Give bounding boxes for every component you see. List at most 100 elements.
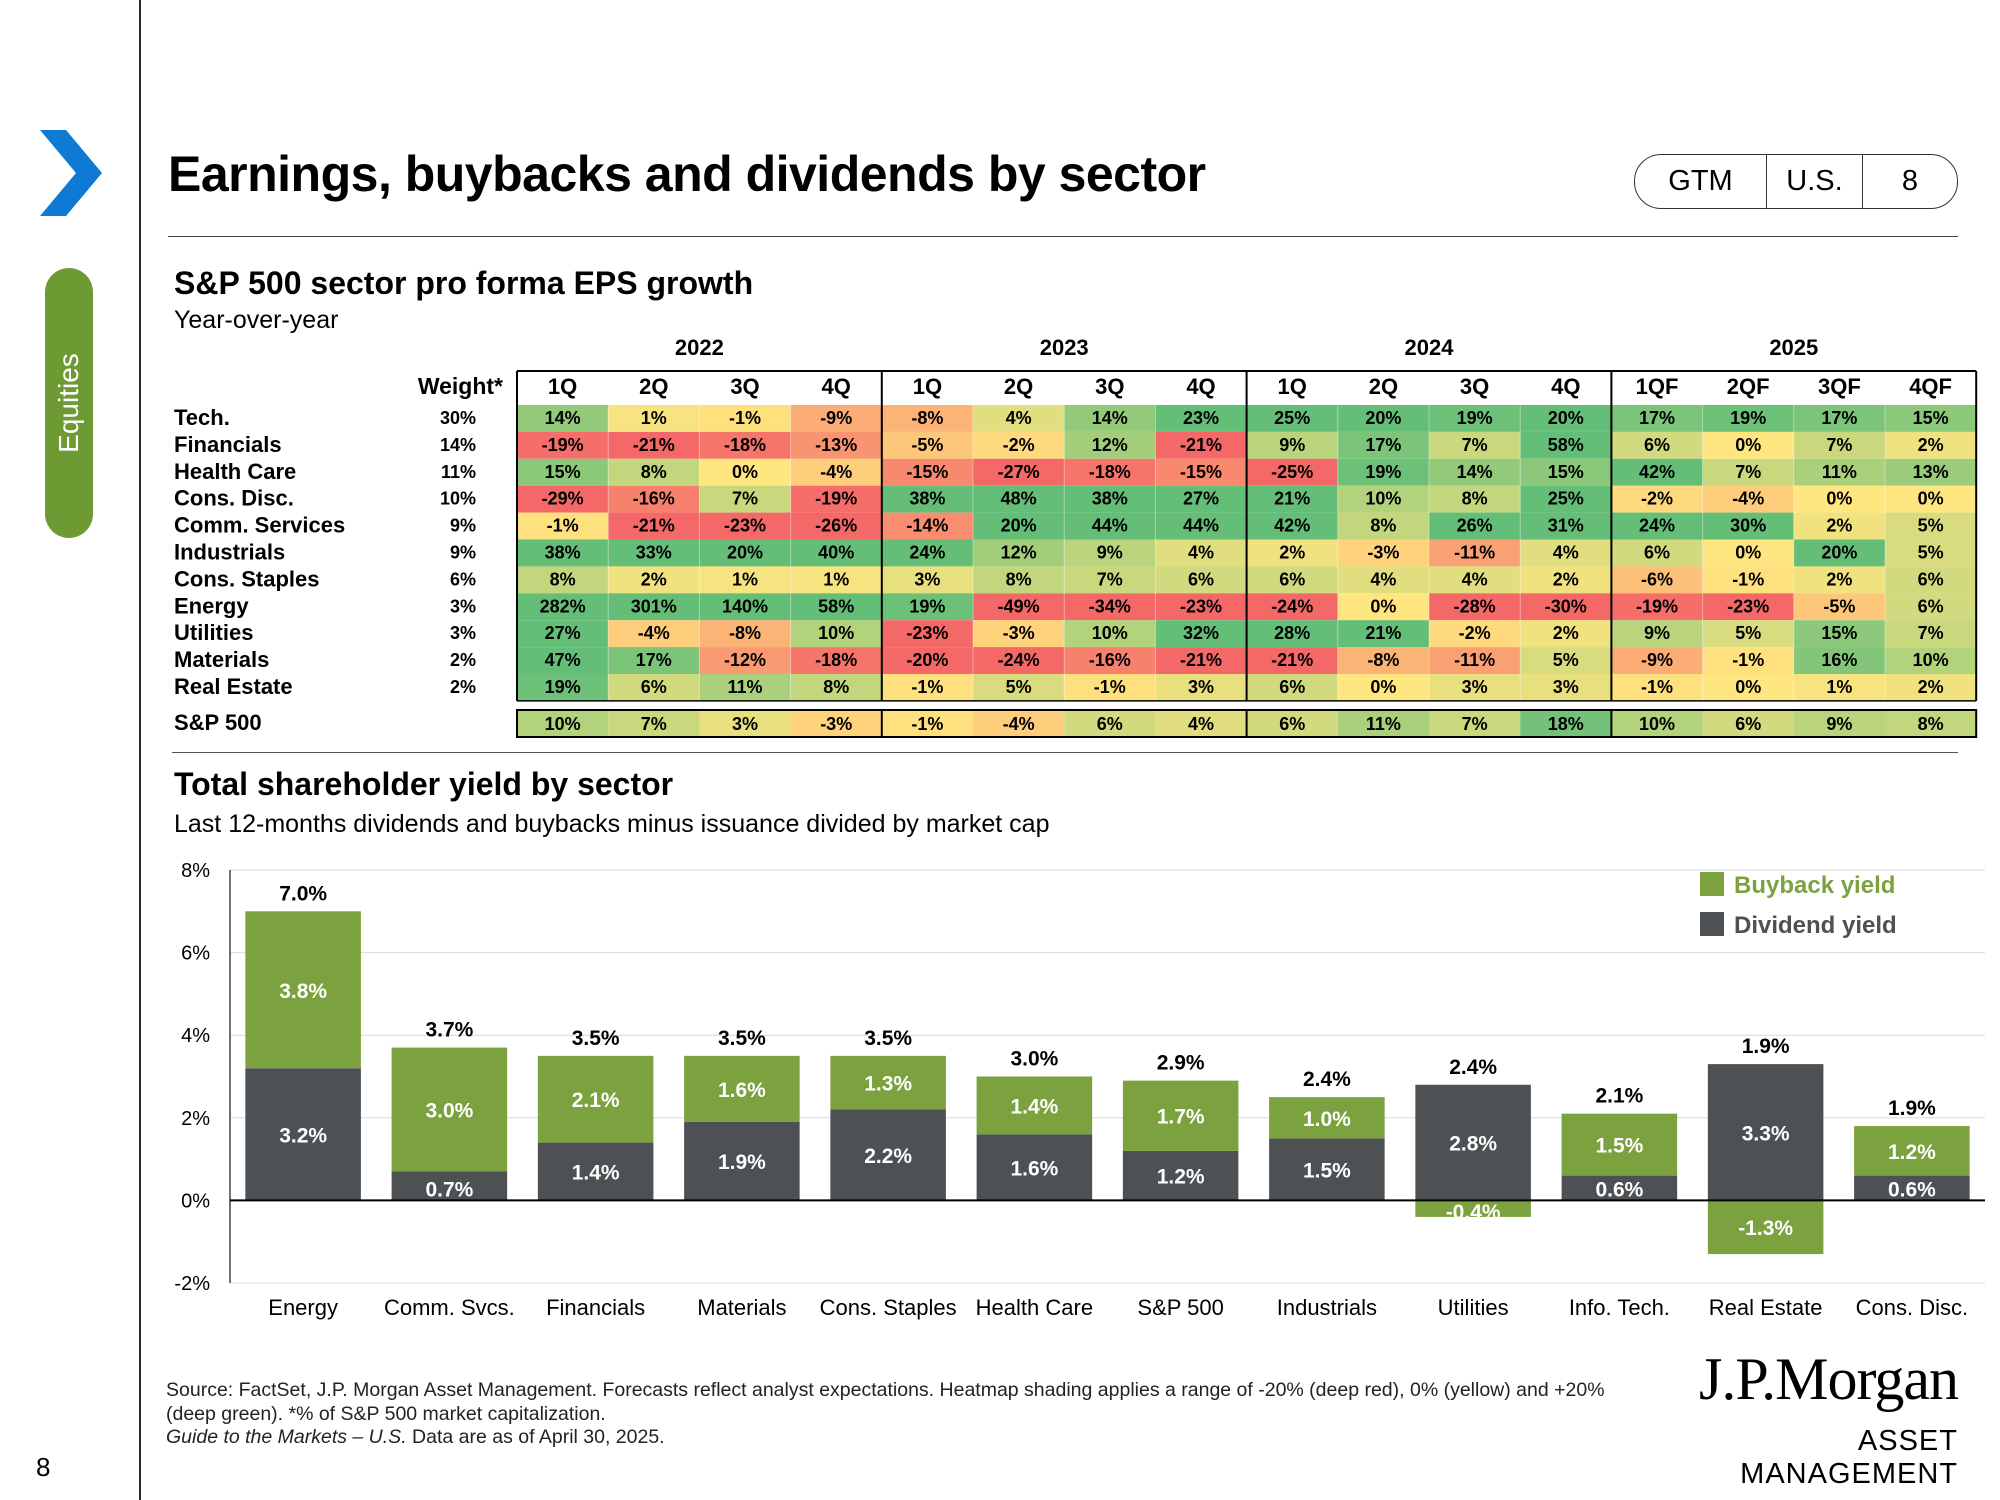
- heatmap-cell-value: 12%: [1092, 435, 1128, 455]
- heatmap-cell-value: 20%: [1548, 408, 1584, 428]
- heatmap-cell-value: 6%: [1644, 543, 1670, 563]
- heatmap-cell: [1246, 512, 1338, 540]
- heatmap-cell: [517, 405, 609, 432]
- heatmap-cell-value: 58%: [818, 596, 854, 616]
- category-label: Info. Tech.: [1569, 1295, 1670, 1320]
- heatmap-cell-value: 15%: [1548, 462, 1584, 482]
- heatmap-cell: [881, 539, 973, 567]
- heatmap-cell: [1064, 405, 1156, 432]
- quarter-header: 1Q: [1278, 374, 1307, 399]
- weight-value: 11%: [441, 462, 476, 482]
- heatmap-cell: [881, 458, 973, 486]
- heatmap-cell-value: -1%: [911, 677, 943, 697]
- year-label: 2025: [1769, 335, 1818, 360]
- heatmap-cell: [608, 431, 700, 459]
- heatmap-cell-value: 0%: [1826, 489, 1852, 509]
- heatmap-cell-value: 4%: [1370, 569, 1396, 589]
- heatmap-cell-value: 0%: [1735, 677, 1761, 697]
- year-label: 2022: [675, 335, 724, 360]
- heatmap-cell-value: 2%: [1826, 516, 1852, 536]
- heatmap-cell-value: -14%: [906, 516, 948, 536]
- category-label: S&P 500: [1137, 1295, 1223, 1320]
- heatmap-cell: [1611, 539, 1703, 567]
- heatmap-cell-value: 10%: [1913, 650, 1949, 670]
- heatmap-cell: [1246, 539, 1338, 567]
- total-value-label: 7.0%: [279, 882, 327, 905]
- heatmap-cell-value: -5%: [911, 435, 943, 455]
- sector-label: Energy: [174, 593, 249, 618]
- quarter-header: 2Q: [639, 374, 668, 399]
- heatmap-cell-value: -25%: [1271, 462, 1313, 482]
- heatmap-cell-value: 11%: [727, 677, 762, 697]
- heatmap-cell: [1793, 512, 1885, 540]
- title-divider: [168, 236, 1958, 237]
- y-tick-label: -2%: [174, 1273, 210, 1295]
- heatmap-cell-value: -23%: [724, 516, 766, 536]
- heatmap-cell-value: 6%: [1644, 435, 1670, 455]
- heatmap-cell-value: -16%: [1089, 650, 1131, 670]
- heatmap-cell: [1793, 674, 1885, 701]
- heatmap-cell: [1155, 593, 1247, 621]
- heatmap-cell: [1064, 431, 1156, 459]
- heatmap-cell-value: -24%: [998, 650, 1040, 670]
- heatmap-cell: [517, 431, 609, 459]
- heatmap-cell-value: -1%: [547, 516, 579, 536]
- heatmap-cell-value: 4%: [1006, 408, 1032, 428]
- total-value-label: 1.9%: [1888, 1097, 1936, 1120]
- heatmap-cell-value: 0%: [1918, 489, 1944, 509]
- heatmap-cell: [881, 405, 973, 432]
- heatmap-cell: [1246, 485, 1338, 513]
- heatmap-cell-value: -26%: [815, 516, 857, 536]
- heatmap-cell-value: -4%: [820, 462, 852, 482]
- heatmap-cell-value: 0%: [1735, 543, 1761, 563]
- guide-note: Guide to the Markets – U.S. Data are as …: [166, 1426, 665, 1449]
- sector-label: Cons. Staples: [174, 566, 319, 591]
- heatmap-cell-value: 6%: [1279, 677, 1305, 697]
- heatmap-cell-value: -21%: [1271, 650, 1313, 670]
- heatmap-cell: [1702, 566, 1794, 594]
- total-value-label: 3.5%: [718, 1027, 766, 1050]
- total-cell-value: -3%: [820, 714, 852, 734]
- heatmap-cell: [1337, 405, 1429, 432]
- heatmap-cell-value: 5%: [1006, 677, 1032, 697]
- heatmap-cell: [973, 458, 1065, 486]
- heatmap-cell: [881, 512, 973, 540]
- heatmap-cell: [1429, 566, 1521, 594]
- weight-value: 9%: [450, 543, 476, 563]
- heatmap-cell-value: 21%: [1365, 623, 1401, 643]
- bar-chart-title: Total shareholder yield by sector: [174, 766, 674, 802]
- total-cell: [1064, 710, 1156, 737]
- heatmap-cell-value: -30%: [1545, 596, 1587, 616]
- heatmap-cell-value: 58%: [1548, 435, 1584, 455]
- heatmap-cell-value: -8%: [911, 408, 943, 428]
- heatmap-cell-value: 20%: [1001, 516, 1037, 536]
- heatmap-cell-value: -16%: [633, 489, 675, 509]
- heatmap-cell-value: 19%: [909, 596, 945, 616]
- total-cell-value: 10%: [1639, 714, 1675, 734]
- heatmap-cell: [973, 485, 1065, 513]
- heatmap-cell-value: 48%: [1001, 489, 1037, 509]
- heatmap-cell-value: -28%: [1454, 596, 1496, 616]
- total-cell: [608, 710, 700, 737]
- heatmap-cell: [881, 620, 973, 648]
- heatmap-cell: [699, 593, 791, 621]
- heatmap-cell: [1885, 458, 1977, 486]
- heatmap-cell: [1793, 458, 1885, 486]
- heatmap-cell: [1793, 620, 1885, 648]
- section-tab[interactable]: Equities: [45, 268, 93, 538]
- heatmap-cell: [973, 405, 1065, 432]
- quarter-header: 4Q: [822, 374, 851, 399]
- heatmap-cell-value: 0%: [732, 462, 758, 482]
- quarter-header: 2QF: [1727, 374, 1770, 399]
- heatmap-cell-value: 19%: [1365, 462, 1401, 482]
- heatmap-cell: [1155, 405, 1247, 432]
- chevron-right-icon: [40, 130, 102, 216]
- heatmap-cell: [1520, 485, 1612, 513]
- heatmap-cell: [881, 647, 973, 674]
- heatmap-cell: [1155, 485, 1247, 513]
- buyback-value-label: -1.3%: [1738, 1217, 1793, 1240]
- heatmap-cell: [1429, 593, 1521, 621]
- dividend-value-label: 0.6%: [1595, 1178, 1643, 1201]
- total-cell: [699, 710, 791, 737]
- heatmap-cell-value: 9%: [1644, 623, 1670, 643]
